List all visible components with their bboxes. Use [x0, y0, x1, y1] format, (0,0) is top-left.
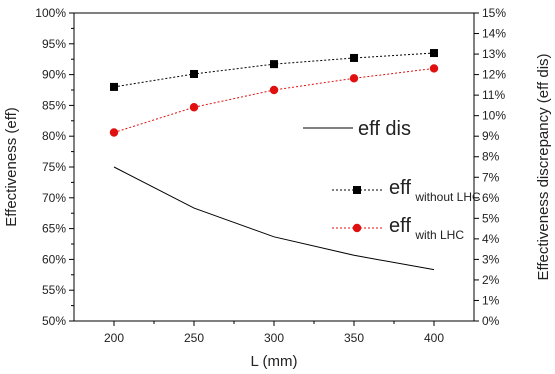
y-right-tick-label: 7% [482, 170, 500, 184]
legend: eff dis eff without LHC eff with LHC [303, 118, 481, 242]
legend-item-eff-without-lhc: eff without LHC [332, 177, 481, 204]
data-point-circle [269, 85, 279, 95]
y-right-tick-label: 11% [482, 88, 505, 102]
y-axis-left: 50% 55% 60% 65% 70% 75% 80% 85% 90% 95% 100% [35, 6, 74, 328]
y-right-tick-label: 1% [482, 293, 500, 307]
data-point-square [270, 60, 278, 69]
y-right-tick-label: 5% [482, 211, 500, 225]
y-right-tick-label: 6% [482, 191, 500, 205]
legend-swatch-marker-circle [352, 223, 362, 233]
data-point-square [430, 49, 438, 58]
y-left-tick-label: 55% [42, 283, 66, 297]
data-point-circle [109, 128, 119, 137]
y-right-tick-label: 10% [482, 109, 506, 123]
y-right-tick-label: 2% [482, 273, 500, 287]
data-point-circle [429, 64, 439, 73]
legend-label-main: eff [389, 177, 411, 199]
x-axis-title: L (mm) [251, 353, 298, 370]
y-axis-right: 0% 1% 2% 3% 4% 5% 6% 7% 8% 9% 10% 11% 12% 13% 14% 15% [474, 6, 506, 328]
legend-label-eff-without-lhc: eff without LHC [389, 177, 481, 204]
y-left-tick-label: 90% [42, 68, 66, 82]
y-left-tick-label: 95% [42, 37, 66, 51]
data-point-square [350, 53, 358, 62]
x-tick-label: 200 [104, 331, 124, 345]
legend-label-main: eff [389, 215, 411, 237]
series-line-1 [113, 52, 435, 88]
y-left-tick-label: 100% [35, 6, 66, 20]
data-point-square [190, 69, 198, 78]
y-right-tick-label: 3% [482, 252, 500, 266]
y-left-tick-label: 85% [42, 98, 66, 112]
y-axis-right-title: Effectiveness discrepancy (eff dis) [535, 53, 552, 280]
legend-label-subscript: with LHC [414, 228, 464, 242]
legend-label-eff-with-lhc: eff with LHC [389, 215, 464, 242]
data-point-circle [349, 74, 359, 83]
y-left-tick-label: 50% [42, 314, 66, 328]
y-left-tick-label: 65% [42, 222, 66, 236]
y-left-tick-label: 80% [42, 129, 66, 143]
x-tick-label: 400 [424, 331, 444, 345]
legend-item-eff-dis: eff dis [303, 118, 411, 140]
data-point-square [110, 82, 118, 91]
legend-label-eff-dis: eff dis [358, 118, 411, 140]
y-right-tick-label: 0% [482, 314, 500, 328]
legend-item-eff-with-lhc: eff with LHC [332, 215, 464, 242]
y-left-tick-label: 70% [42, 191, 66, 205]
legend-label-subscript: without LHC [414, 190, 481, 204]
x-tick-label: 250 [184, 331, 204, 345]
x-tick-label: 300 [264, 331, 284, 345]
series-layer [109, 49, 439, 271]
y-right-tick-label: 8% [482, 150, 500, 164]
x-tick-label: 350 [344, 331, 364, 345]
series-line-0 [113, 166, 435, 271]
y-right-tick-label: 13% [482, 47, 506, 61]
y-right-tick-label: 4% [482, 232, 500, 246]
y-right-tick-label: 14% [482, 27, 506, 41]
y-right-tick-label: 12% [482, 68, 506, 82]
legend-swatch-marker-square [353, 186, 361, 194]
y-left-tick-label: 60% [42, 252, 66, 266]
plot-frame [73, 12, 475, 322]
x-axis: 200 250 300 350 400 [104, 321, 444, 345]
data-point-circle [189, 103, 199, 112]
y-right-tick-label: 15% [482, 6, 506, 20]
y-left-tick-label: 75% [42, 160, 66, 174]
y-axis-left-title: Effectiveness (eff) [3, 107, 20, 227]
y-right-tick-label: 9% [482, 129, 500, 143]
